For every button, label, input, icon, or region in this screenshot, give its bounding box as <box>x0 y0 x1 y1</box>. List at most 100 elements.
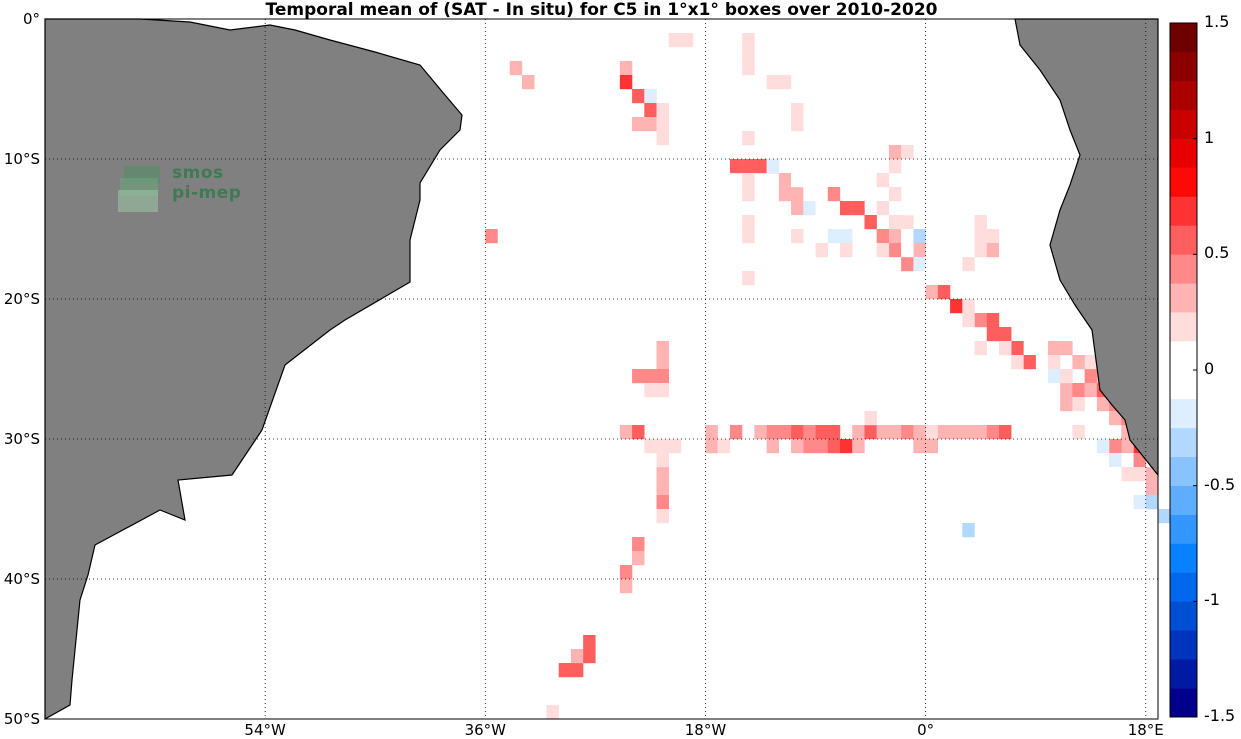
colorbar-step <box>1170 51 1197 82</box>
colorbar-step <box>1170 80 1197 111</box>
bias-cell <box>864 411 877 426</box>
bias-cell <box>632 117 645 132</box>
bias-cell <box>791 187 804 202</box>
bias-cell <box>791 173 804 188</box>
colorbar-step <box>1170 398 1197 429</box>
bias-cell <box>681 33 694 48</box>
bias-cell <box>974 565 987 580</box>
colorbar-step <box>1170 109 1197 139</box>
latitude-label: 0° <box>22 10 40 28</box>
bias-cell <box>1072 537 1085 552</box>
bias-cell <box>1084 439 1098 454</box>
colorbar-step <box>1170 312 1197 342</box>
latitude-label: 10°S <box>3 150 40 168</box>
bias-cell <box>815 229 828 244</box>
bias-cell <box>1133 509 1146 524</box>
bias-cell <box>1158 495 1171 510</box>
bias-cell <box>742 271 755 286</box>
bias-cell <box>632 551 645 566</box>
bias-cell <box>974 243 987 258</box>
bias-cell <box>656 341 669 356</box>
bias-cell <box>791 201 804 216</box>
bias-cell <box>485 229 498 244</box>
bias-cell <box>619 579 633 594</box>
bias-cell <box>656 131 669 146</box>
bias-cell <box>1011 271 1024 286</box>
bias-cell <box>999 425 1012 440</box>
bias-cell <box>1023 355 1036 370</box>
bias-cell <box>791 215 804 230</box>
bias-cell <box>815 439 828 454</box>
latitude-label: 20°S <box>3 290 40 308</box>
bias-cell <box>1084 453 1098 468</box>
colorbar-step <box>1170 341 1197 371</box>
colorbar-step <box>1170 167 1197 197</box>
colorbar-tick-label: 0.5 <box>1204 243 1230 263</box>
colorbar-step <box>1170 370 1197 400</box>
bias-cell <box>742 33 755 48</box>
bias-cell <box>717 439 731 454</box>
bias-cell <box>1023 229 1036 244</box>
bias-cell <box>876 425 890 440</box>
bias-cell <box>827 229 841 244</box>
colorbar-tick-label: -0.5 <box>1204 474 1236 494</box>
bias-cell <box>766 145 780 160</box>
latitude-label: 50°S <box>3 710 40 728</box>
colorbar-step <box>1170 196 1197 226</box>
bias-cell <box>913 229 926 244</box>
bias-cell <box>644 89 657 104</box>
bias-cell <box>1133 495 1146 510</box>
bias-cell <box>901 145 914 160</box>
colorbar-step <box>1170 514 1197 544</box>
bias-cell <box>803 159 816 174</box>
bias-cell <box>962 313 975 328</box>
bias-cell <box>644 103 657 118</box>
bias-cell <box>901 215 914 230</box>
bias-cell <box>925 257 939 272</box>
bias-cell <box>974 551 987 566</box>
bias-cell <box>999 243 1012 258</box>
bias-cell <box>1047 341 1061 356</box>
bias-cell <box>1060 369 1073 384</box>
bias-cell <box>888 159 902 174</box>
colorbar-step <box>1170 688 1197 718</box>
bias-cell <box>852 439 865 454</box>
bias-cell <box>827 439 841 454</box>
bias-cell <box>497 439 510 454</box>
bias-cell <box>656 467 669 482</box>
colorbar-step <box>1170 659 1197 689</box>
longitude-label: 18°W <box>684 721 727 739</box>
bias-cell <box>509 299 523 314</box>
bias-cell <box>815 201 828 216</box>
bias-cell <box>1072 355 1085 370</box>
bias-cell <box>668 439 682 454</box>
bias-cell <box>778 145 792 160</box>
bias-cell <box>925 271 939 286</box>
colorbar-step <box>1170 225 1197 255</box>
bias-cell <box>693 33 706 48</box>
bias-cell <box>742 159 755 174</box>
bias-cell <box>1011 313 1024 328</box>
bias-cell <box>742 187 755 202</box>
bias-cell <box>619 75 633 90</box>
bias-cell <box>1011 215 1024 230</box>
bias-cell <box>1072 397 1085 412</box>
bias-cell <box>950 299 963 314</box>
bias-cell <box>962 299 975 314</box>
bias-cell <box>913 243 926 258</box>
bias-cell <box>1023 299 1036 314</box>
bias-cell <box>852 201 865 216</box>
graticule <box>45 19 1158 719</box>
bias-cell <box>999 201 1012 216</box>
bias-cell <box>888 229 902 244</box>
bias-cell <box>1096 439 1110 454</box>
bias-cell <box>546 705 559 720</box>
bias-cell <box>1060 439 1073 454</box>
colorbar <box>1169 22 1198 718</box>
bias-cell <box>827 215 841 230</box>
bias-cell <box>632 369 645 384</box>
bias-cell <box>766 439 780 454</box>
bias-cell <box>1084 383 1098 398</box>
bias-cell <box>901 201 914 216</box>
bias-cell <box>999 299 1012 314</box>
